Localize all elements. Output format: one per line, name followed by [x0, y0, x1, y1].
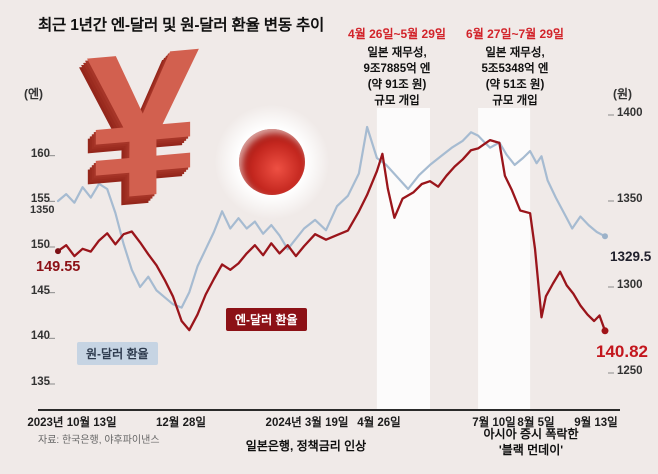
intervention-2-line: 일본 재무성,	[485, 46, 545, 59]
intervention-1-line: 규모 개입	[374, 95, 420, 108]
axis-ticks	[49, 114, 614, 385]
x-axis-date-label: 7월 10일	[472, 417, 516, 429]
x-axis-date-label: 9월 13일	[574, 417, 618, 429]
intervention-highlight-bands	[376, 108, 531, 410]
right-axis-tick-label: 1300	[617, 279, 643, 291]
left-axis-unit: (엔)	[24, 87, 44, 101]
intervention-annotation-2: 6월 27일~7월 29일 일본 재무성, 5조5348억 엔 (약 51조 원…	[455, 26, 575, 109]
intervention-2-line: 5조5348억 엔	[481, 62, 549, 75]
intervention-1-dates: 4월 26일~5월 29일	[348, 27, 446, 41]
black-monday-line: '블랙 먼데이'	[498, 442, 564, 457]
yen-end-value: 140.82	[596, 342, 648, 361]
x-axis-date-label: 12월 28일	[156, 417, 206, 429]
yen-end-marker	[601, 327, 609, 335]
won-end-marker	[602, 233, 608, 240]
intervention-band	[376, 108, 430, 410]
left-axis-tick-label: 160	[30, 148, 50, 160]
intervention-2-line: (약 51조 원)	[485, 78, 545, 91]
intervention-band	[478, 108, 531, 410]
intervention-1-line: 9조7885억 엔	[363, 62, 431, 75]
data-point-markers	[55, 233, 609, 335]
x-axis-date-label: 2023년 10월 13일	[27, 417, 117, 429]
yen-start-value: 149.55	[36, 259, 81, 275]
right-axis-tick-label: 1400	[617, 107, 643, 119]
won-dollar-line	[56, 125, 607, 309]
right-axis-tick-label: 1250	[617, 365, 643, 377]
left-axis-tick-label: 155	[30, 193, 50, 205]
intervention-annotation-1: 4월 26일~5월 29일 일본 재무성, 9조7885억 엔 (약 91조 원…	[337, 26, 457, 109]
yen-start-marker	[55, 248, 61, 255]
left-axis-tick-label: 140	[30, 330, 50, 342]
left-axis-tick-label: 135	[30, 376, 50, 388]
black-monday-line: 아시아 증시 폭락한	[483, 427, 579, 441]
yen-dollar-line	[56, 138, 607, 332]
page-title: 최근 1년간 엔-달러 및 원-달러 환율 변동 추이	[38, 17, 325, 34]
x-axis-date-label: 4월 26일	[357, 417, 401, 429]
yen-dollar-legend: 엔-달러 환율	[226, 308, 307, 331]
won-start-value: 1350	[30, 204, 55, 216]
black-monday-note: 아시아 증시 폭락한 '블랙 먼데이'	[468, 427, 594, 458]
intervention-1-line: (약 91조 원)	[367, 78, 427, 91]
x-axis-date-label: 8월 5일	[517, 417, 555, 429]
intervention-1-line: 일본 재무성,	[367, 46, 427, 59]
right-axis-unit: (원)	[613, 87, 633, 101]
right-axis-tick-label: 1350	[617, 193, 643, 205]
won-end-value: 1329.5	[610, 249, 652, 264]
boj-rate-hike-note: 일본은행, 정책금리 인상	[245, 439, 367, 453]
won-dollar-legend: 원-달러 환율	[77, 342, 158, 365]
intervention-2-dates: 6월 27일~7월 29일	[466, 27, 564, 41]
yen-symbol-3d-graphic: ¥	[86, 4, 200, 245]
x-axis-date-label: 2024년 3월 19일	[265, 417, 349, 429]
intervention-2-line: 규모 개입	[492, 95, 538, 108]
left-axis-tick-label: 150	[30, 239, 50, 251]
left-axis-tick-label: 145	[30, 285, 50, 297]
source-credit: 자료: 한국은행, 야후파이낸스	[38, 435, 160, 446]
red-sphere-graphic	[239, 129, 305, 195]
